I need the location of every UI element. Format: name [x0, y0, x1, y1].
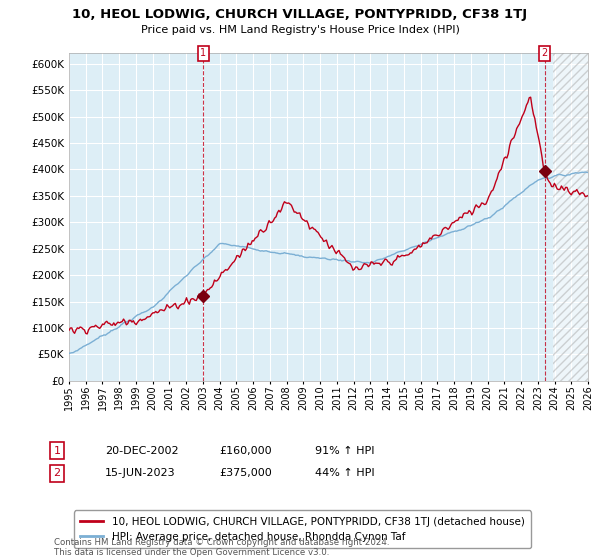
Text: Contains HM Land Registry data © Crown copyright and database right 2024.
This d: Contains HM Land Registry data © Crown c… — [54, 538, 389, 557]
Text: £160,000: £160,000 — [219, 446, 272, 456]
Text: 20-DEC-2002: 20-DEC-2002 — [105, 446, 179, 456]
Text: Price paid vs. HM Land Registry's House Price Index (HPI): Price paid vs. HM Land Registry's House … — [140, 25, 460, 35]
Text: 10, HEOL LODWIG, CHURCH VILLAGE, PONTYPRIDD, CF38 1TJ: 10, HEOL LODWIG, CHURCH VILLAGE, PONTYPR… — [73, 8, 527, 21]
Text: 2: 2 — [542, 48, 548, 58]
Legend: 10, HEOL LODWIG, CHURCH VILLAGE, PONTYPRIDD, CF38 1TJ (detached house), HPI: Ave: 10, HEOL LODWIG, CHURCH VILLAGE, PONTYPR… — [74, 511, 531, 548]
Text: £375,000: £375,000 — [219, 468, 272, 478]
Text: 1: 1 — [53, 446, 61, 456]
Text: 44% ↑ HPI: 44% ↑ HPI — [315, 468, 374, 478]
Text: 1: 1 — [200, 48, 206, 58]
Text: 91% ↑ HPI: 91% ↑ HPI — [315, 446, 374, 456]
Text: 2: 2 — [53, 468, 61, 478]
Text: 15-JUN-2023: 15-JUN-2023 — [105, 468, 176, 478]
